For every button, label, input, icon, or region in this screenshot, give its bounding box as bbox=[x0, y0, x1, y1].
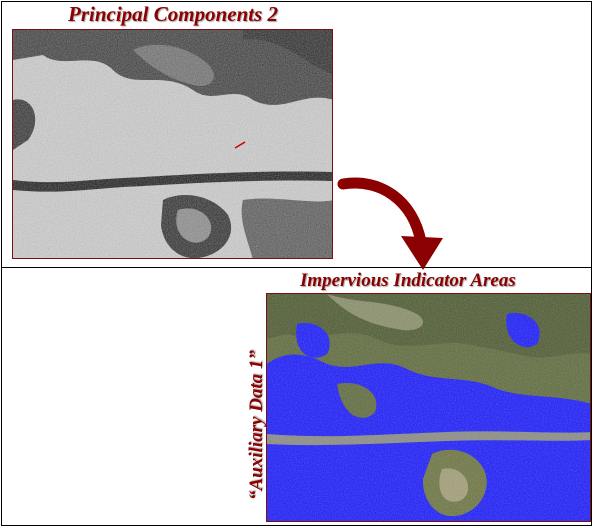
panel-divider bbox=[2, 267, 592, 268]
principal-components-image bbox=[12, 29, 333, 259]
auxiliary-data-label: “Auxiliary Data 1” bbox=[246, 350, 267, 500]
top-image-caption: Principal Components 2 bbox=[68, 2, 279, 26]
bottom-image-caption: Impervious Indicator Areas bbox=[300, 270, 516, 291]
curved-arrow-icon bbox=[335, 170, 445, 280]
impervious-areas-image bbox=[266, 293, 591, 522]
